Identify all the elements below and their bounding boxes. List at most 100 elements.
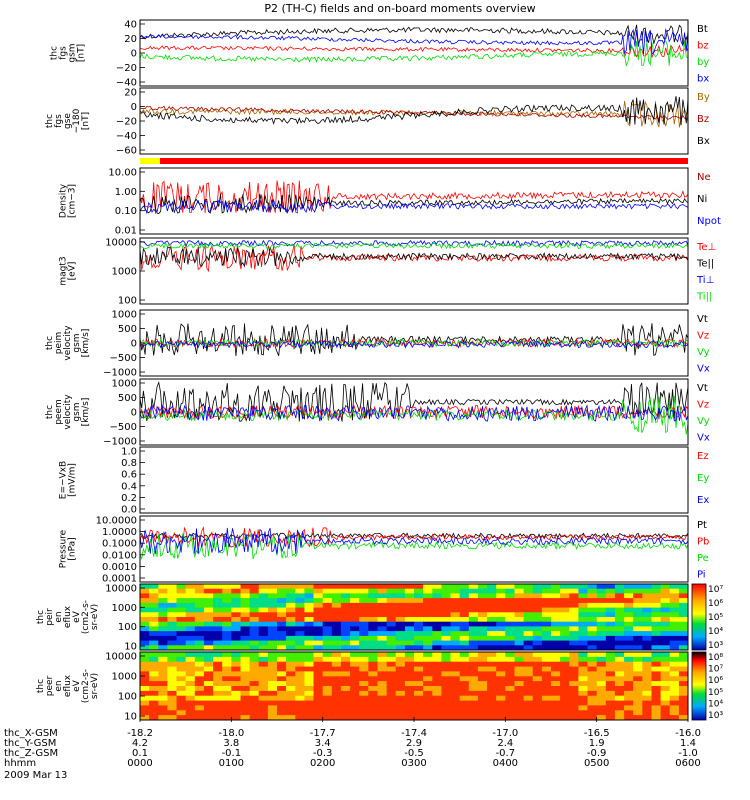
spectrogram-cell: [267, 635, 278, 642]
spectrogram-cell: [176, 626, 187, 632]
spectrogram-cell: [541, 593, 552, 599]
spectrogram-cell: [267, 656, 278, 663]
spectrogram-cell: [569, 705, 579, 711]
spectrogram-cell: [386, 695, 397, 702]
x-row-value: 0.1: [132, 748, 148, 759]
spectrogram-cell: [395, 666, 406, 672]
spectrogram-cell: [587, 676, 598, 682]
spectrogram-cell: [532, 676, 543, 682]
spectrogram-cell: [605, 686, 616, 692]
spectrogram-cell: [249, 661, 260, 668]
spectrogram-cell: [258, 695, 269, 702]
spectrogram-cell: [368, 705, 378, 711]
spectrogram-cell: [140, 621, 150, 627]
spectrogram-cell: [633, 652, 643, 658]
x-tick-label: 0400: [493, 758, 518, 769]
spectrogram-cell: [624, 612, 634, 618]
spectrogram-cell: [295, 645, 305, 651]
spectrogram-cell: [651, 640, 662, 646]
spectrogram-cell: [304, 645, 314, 651]
legend-entry: Ne: [697, 172, 711, 183]
spectrogram-cell: [551, 617, 561, 623]
spectrogram-cell: [185, 705, 196, 711]
spectrogram-cell: [249, 715, 260, 721]
spectrogram-cell: [295, 588, 305, 594]
spectrogram-cell: [267, 681, 278, 687]
spectrogram-cell: [532, 607, 543, 613]
spectrogram-cell: [377, 700, 388, 706]
y-tick-label: 10: [124, 712, 137, 723]
spectrogram-cell: [240, 666, 251, 672]
spectrogram-cell: [240, 593, 251, 599]
spectrogram-cell: [532, 705, 543, 711]
spectrogram-cell: [678, 598, 689, 604]
spectrogram-cell: [149, 593, 159, 599]
spectrogram-cell: [523, 661, 534, 668]
spectrogram-cell: [240, 645, 251, 651]
spectrogram-cell: [167, 652, 177, 658]
spectrogram-cell: [551, 656, 561, 663]
y-axis-label: gsm: [72, 333, 82, 352]
spectrogram-cell: [505, 588, 515, 594]
spectrogram-cell: [203, 656, 214, 663]
spectrogram-cell: [551, 598, 561, 604]
spectrogram-cell: [286, 690, 296, 697]
spectrogram-cell: [395, 607, 406, 613]
spectrogram-cell: [185, 686, 196, 692]
spectrogram-cell: [359, 621, 369, 627]
y-tick-label: 10.0000: [96, 516, 137, 527]
spectrogram-cell: [423, 656, 433, 663]
spectrogram-cell: [487, 652, 497, 658]
spectrogram-cell: [642, 607, 652, 613]
spectrogram-cell: [505, 612, 515, 618]
spectrogram-cell: [596, 686, 607, 692]
spectrogram-cell: [642, 631, 652, 637]
spectrogram-cell: [660, 612, 671, 618]
spectrogram-cell: [651, 621, 662, 627]
spectrogram-cell: [614, 705, 625, 711]
series-line-Bx: [139, 96, 689, 126]
spectrogram-cell: [633, 626, 643, 632]
spectrogram-cell: [222, 681, 232, 687]
spectrogram-cell: [678, 695, 689, 702]
spectrogram-cell: [176, 631, 187, 637]
spectrogram-cell: [194, 700, 205, 706]
spectrogram-cell: [304, 700, 314, 706]
spectrogram-cell: [167, 640, 177, 646]
spectrogram-cell: [386, 626, 397, 632]
spectrogram-cell: [587, 607, 598, 613]
spectrogram-cell: [423, 607, 433, 613]
spectrogram-cell: [541, 584, 552, 590]
spectrogram-cell: [414, 686, 424, 692]
spectrogram-cell: [295, 602, 305, 609]
spectrogram-cell: [350, 621, 360, 627]
spectrogram-cell: [569, 652, 579, 658]
spectrogram-cell: [477, 656, 488, 663]
spectrogram-cell: [523, 635, 534, 642]
spectrogram-cell: [459, 652, 470, 658]
spectrogram-cell: [231, 593, 241, 599]
spectrogram-cell: [386, 631, 397, 637]
spectrogram-cell: [560, 617, 570, 623]
spectrogram-cell: [505, 695, 515, 702]
spectrogram-cell: [176, 612, 187, 618]
spectrogram-cell: [587, 645, 598, 651]
spectrogram-cell: [642, 626, 652, 632]
spectrogram-cell: [386, 666, 397, 672]
spectrogram-cell: [532, 661, 543, 668]
spectrogram-cell: [651, 666, 662, 672]
spectrogram-cell: [532, 612, 543, 618]
spectrogram-cell: [423, 612, 433, 618]
spectrogram-cell: [569, 645, 579, 651]
spectrogram-cell: [240, 705, 251, 711]
colorbar-label: 10⁴: [708, 627, 723, 637]
spectrogram-cell: [614, 695, 625, 702]
spectrogram-cell: [240, 584, 251, 590]
legend-entry: Vz: [697, 400, 709, 411]
spectrogram-cell: [477, 695, 488, 702]
spectrogram-cell: [322, 681, 333, 687]
spectrogram-cell: [587, 661, 598, 668]
y-axis-label: thc: [45, 114, 55, 128]
spectrogram-cell: [395, 635, 406, 642]
spectrogram-cell: [213, 681, 223, 687]
